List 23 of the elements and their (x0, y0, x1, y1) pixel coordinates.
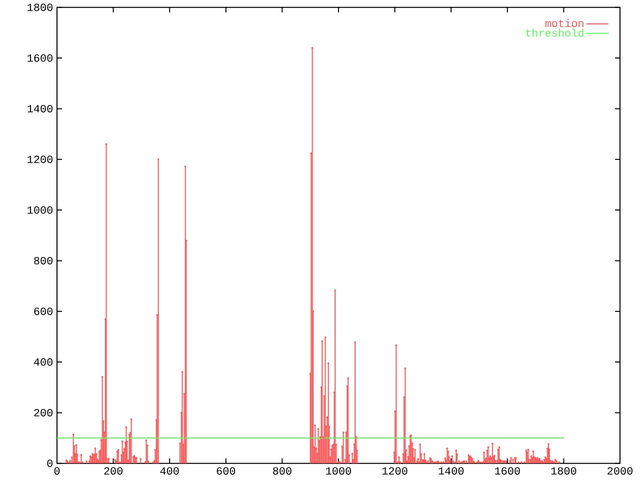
y-tick-label: 1200 (28, 155, 52, 163)
x-tick-label: 1600 (495, 467, 520, 474)
y-tick-label: 0 (47, 459, 52, 467)
x-tick-label: 1000 (326, 467, 351, 474)
y-tick-label: 600 (34, 307, 52, 315)
y-tick-label: 200 (34, 408, 52, 416)
x-tick-label: 2000 (608, 467, 632, 474)
x-tick-label: 1200 (382, 467, 408, 474)
x-tick-label: 600 (216, 467, 236, 474)
y-tick-label: 1800 (28, 3, 52, 11)
x-tick-label: 1400 (438, 467, 464, 474)
x-tick-label: 800 (273, 467, 292, 474)
y-tick-label: 1000 (28, 206, 52, 214)
legend-label: threshold (526, 28, 584, 37)
y-tick-label: 400 (34, 358, 52, 366)
legend-label: motion (545, 18, 584, 27)
y-tick-label: 1600 (28, 54, 52, 62)
x-tick-label: 400 (160, 467, 179, 474)
x-tick-label: 0 (54, 467, 60, 474)
x-tick-label: 200 (104, 467, 122, 474)
y-tick-label: 800 (34, 256, 52, 264)
x-tick-label: 1800 (551, 467, 576, 474)
y-tick-label: 1400 (28, 104, 52, 112)
